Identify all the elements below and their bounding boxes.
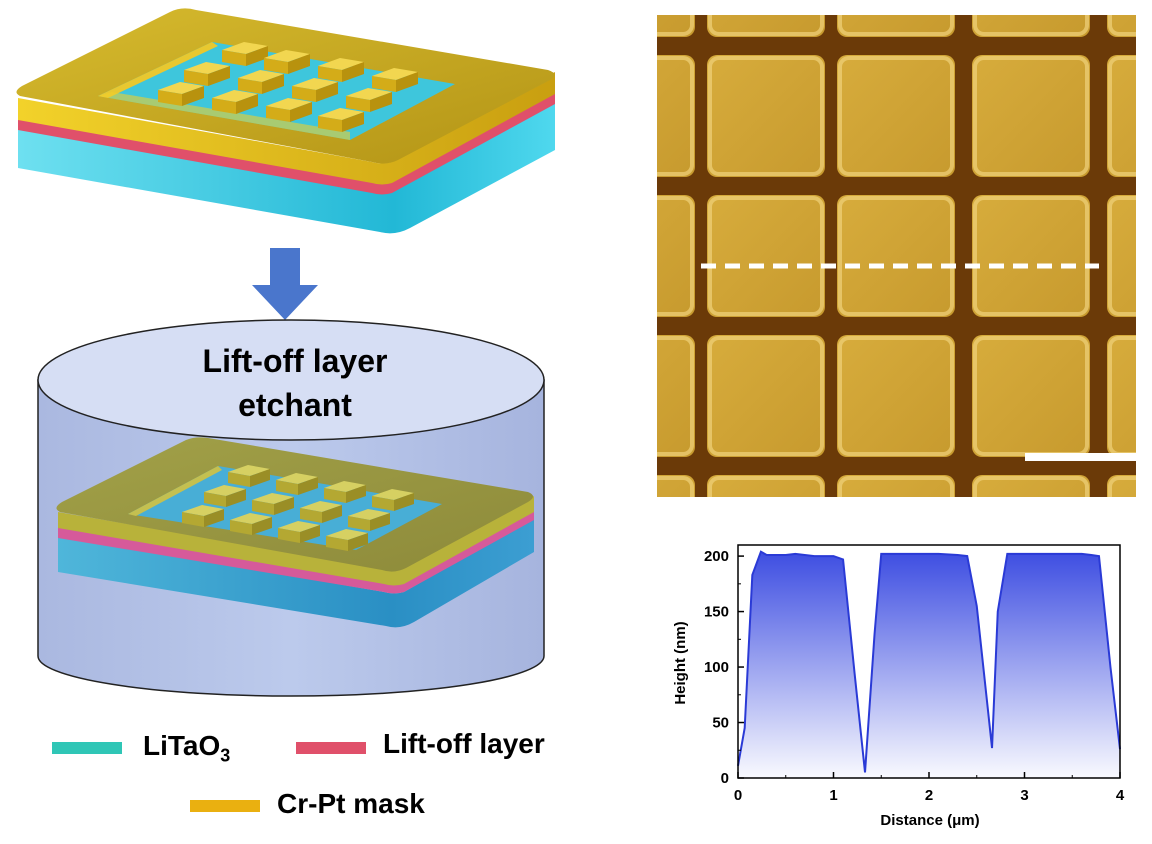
afm-pad-edge: [708, 196, 824, 316]
immersed-device-stack: [56, 437, 534, 628]
etchant-label-line2: etchant: [238, 387, 352, 423]
afm-image: [657, 15, 1136, 497]
afm-pad: [972, 55, 1090, 177]
afm-pad-edge: [1108, 56, 1136, 176]
y-tick-label: 50: [712, 715, 729, 732]
afm-pad: [837, 195, 955, 317]
afm-pad: [972, 335, 1090, 457]
afm-pad-edge: [708, 336, 824, 456]
liftoff-layer: [18, 92, 555, 195]
x-tick-label: 2: [925, 787, 933, 804]
afm-pad-edge: [973, 56, 1089, 176]
afm-height-map: [657, 15, 1136, 497]
afm-pad: [657, 15, 695, 37]
x-tick-label: 1: [829, 787, 837, 804]
afm-pad: [1107, 195, 1136, 317]
afm-pad-edge: [1108, 196, 1136, 316]
etchant-beaker: [37, 319, 545, 697]
profile-line-series: [737, 550, 1121, 773]
scale-bar: [1025, 453, 1136, 461]
afm-pad: [707, 335, 825, 457]
afm-pad-edge: [838, 196, 954, 316]
process-arrow: [252, 248, 318, 320]
legend-swatch-litao3: [52, 742, 122, 754]
afm-pad: [837, 475, 955, 497]
legend-label-mask: Cr-Pt mask: [277, 788, 425, 819]
afm-pad-edge: [657, 56, 694, 176]
afm-pad-edge: [838, 476, 954, 497]
afm-pad-edge: [708, 15, 824, 36]
afm-pad: [657, 195, 695, 317]
chart-axes: 0 1 2 3 4 0 50 100 150 200: [704, 544, 1125, 804]
afm-pad-edge: [708, 56, 824, 176]
afm-pad-edge: [973, 196, 1089, 316]
mask-window: [98, 42, 455, 140]
afm-pad-grid: [657, 15, 1136, 497]
x-tick-label: 4: [1116, 787, 1125, 804]
x-tick-label: 3: [1020, 787, 1028, 804]
legend-swatch-mask: [190, 800, 260, 812]
x-axis-label: Distance (μm): [880, 812, 979, 829]
afm-pad: [707, 15, 825, 37]
afm-pad-edge: [973, 476, 1089, 497]
pillar-array: [158, 42, 418, 132]
afm-pad: [707, 55, 825, 177]
afm-pad: [972, 15, 1090, 37]
afm-pad: [837, 55, 955, 177]
top-device-stack: [16, 8, 555, 234]
legend-label-liftoff: Lift-off layer: [383, 728, 545, 759]
afm-pad: [972, 195, 1090, 317]
y-axis-label: Height (nm): [672, 621, 689, 704]
y-tick-label: 200: [704, 548, 729, 565]
afm-pad: [837, 335, 955, 457]
legend-swatch-liftoff: [296, 742, 366, 754]
profile-area: [738, 551, 1120, 778]
afm-pad: [707, 195, 825, 317]
afm-pad-edge: [657, 336, 694, 456]
afm-pad: [1107, 55, 1136, 177]
afm-pad: [972, 475, 1090, 497]
afm-pad-edge: [657, 196, 694, 316]
afm-pad-edge: [838, 336, 954, 456]
plot-area: [737, 550, 1121, 778]
afm-pad: [657, 335, 695, 457]
height-profile-chart: 0 1 2 3 4 0 50 100 150 200 Distance (μm) Height (…: [672, 544, 1125, 829]
y-tick-label: 100: [704, 659, 729, 676]
mask-side: [18, 72, 555, 185]
afm-pad-edge: [1108, 336, 1136, 456]
afm-pad-edge: [838, 15, 954, 36]
y-tick-label: 0: [721, 770, 729, 787]
legend-label-litao3: LiTaO3: [143, 730, 231, 766]
afm-pad-edge: [708, 476, 824, 497]
afm-pad: [707, 475, 825, 497]
afm-pad: [657, 475, 695, 497]
etchant-label-line1: Lift-off layer: [202, 343, 388, 379]
litao3-layer: [18, 100, 555, 234]
afm-pad: [837, 15, 955, 37]
afm-pad-edge: [838, 56, 954, 176]
afm-pad-edge: [973, 15, 1089, 36]
afm-pad: [657, 55, 695, 177]
y-tick-label: 150: [704, 604, 729, 621]
fabrication-schematic: [16, 8, 555, 697]
x-tick-label: 0: [734, 787, 742, 804]
afm-pad: [1107, 335, 1136, 457]
